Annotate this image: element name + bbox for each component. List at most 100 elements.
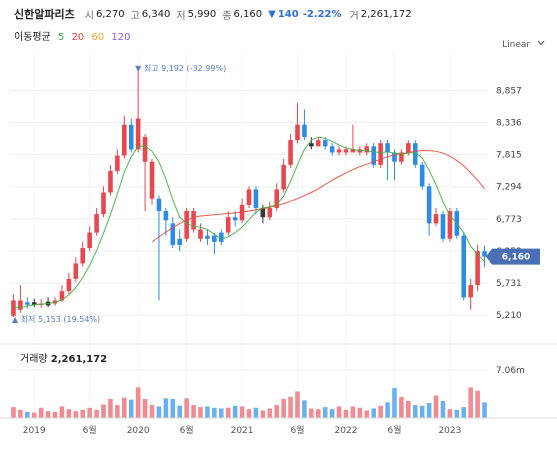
volume-bar bbox=[59, 406, 65, 418]
volume-bar bbox=[11, 407, 16, 418]
volume-bar bbox=[18, 409, 23, 418]
x-tick-label: 6월 bbox=[387, 424, 401, 436]
volume-bar bbox=[66, 409, 72, 418]
volume-bar bbox=[412, 405, 418, 418]
candle-body bbox=[73, 263, 79, 279]
candle-body bbox=[295, 124, 300, 141]
volume-bar bbox=[399, 396, 404, 418]
ma-5[interactable]: 5 bbox=[58, 32, 65, 43]
volume-bar bbox=[392, 388, 397, 418]
volume-bar bbox=[38, 407, 44, 418]
candle-body bbox=[260, 207, 266, 218]
candle-body bbox=[101, 192, 106, 215]
volume-bar bbox=[302, 400, 307, 418]
high-label: 고 bbox=[130, 10, 140, 22]
volume-bar bbox=[461, 407, 467, 418]
x-tick-label: 2023 bbox=[438, 426, 461, 436]
candle-body bbox=[191, 211, 196, 230]
candle-body bbox=[219, 232, 224, 242]
candle-body bbox=[322, 140, 328, 147]
candle-body bbox=[25, 302, 30, 305]
x-tick-label: 6월 bbox=[180, 424, 194, 436]
close-label: 종 bbox=[222, 10, 232, 22]
y-tick-label: 8,336 bbox=[496, 119, 522, 129]
candle-body bbox=[149, 161, 155, 199]
candle-body bbox=[419, 164, 425, 187]
volume-bar bbox=[364, 410, 370, 418]
candle-body bbox=[281, 164, 286, 190]
ma-120[interactable]: 120 bbox=[111, 32, 131, 43]
volume-axis-label: 7.06m bbox=[496, 366, 525, 376]
volume-bar bbox=[322, 407, 328, 418]
volume-bar bbox=[357, 407, 363, 418]
volume-panel-value: 2,261,172 bbox=[50, 354, 108, 365]
volume-bar bbox=[177, 405, 183, 418]
volume-bar bbox=[468, 387, 473, 418]
candle-body bbox=[142, 137, 148, 162]
candle-body bbox=[177, 238, 183, 245]
high-value: 6,340 bbox=[141, 8, 171, 20]
candle-body bbox=[156, 198, 162, 212]
change-value: 140 bbox=[277, 8, 299, 20]
volume-bar bbox=[315, 409, 321, 418]
candle-body bbox=[115, 155, 120, 171]
candle-body bbox=[246, 189, 252, 205]
volume-bar bbox=[191, 405, 196, 418]
candle-body bbox=[447, 211, 453, 239]
candle-body bbox=[392, 152, 397, 162]
volume-bar bbox=[371, 408, 376, 418]
change-percent: -2.22% bbox=[302, 8, 342, 20]
open-label: 시 bbox=[84, 10, 94, 22]
candle-body bbox=[108, 170, 113, 193]
ma20-line bbox=[151, 150, 485, 243]
volume-bar bbox=[433, 395, 439, 418]
candle-body bbox=[128, 124, 134, 150]
volume-bar bbox=[205, 406, 210, 418]
volume-bar bbox=[212, 407, 217, 418]
volume-bar bbox=[378, 405, 383, 418]
scale-select[interactable]: Linear bbox=[502, 40, 545, 50]
candle-body bbox=[163, 211, 169, 221]
candle-body bbox=[426, 186, 432, 224]
candle-body bbox=[482, 251, 487, 257]
y-tick-label: 5,210 bbox=[496, 311, 522, 321]
candle-body bbox=[267, 207, 273, 218]
candle-body bbox=[406, 143, 411, 153]
ma-20[interactable]: 20 bbox=[71, 32, 85, 43]
volume-bar bbox=[73, 411, 79, 418]
candle-body bbox=[87, 232, 92, 249]
candle-body bbox=[31, 302, 37, 305]
moving-average-legend[interactable]: 이동평균 5 20 60 120 bbox=[14, 28, 135, 43]
candle-body bbox=[461, 235, 467, 298]
candle-body bbox=[302, 124, 307, 138]
volume-bar bbox=[419, 405, 425, 418]
chevron-down-icon bbox=[537, 39, 545, 49]
candle-body bbox=[66, 278, 72, 292]
volume-panel-label: 거래량 bbox=[20, 354, 48, 365]
stock-header: 신한알파리츠 시 6,270 고 6,340 저 5,990 종 6,160 ▼… bbox=[0, 0, 557, 28]
volume-bar bbox=[219, 408, 224, 418]
candle-body bbox=[309, 143, 314, 147]
candle-body bbox=[122, 124, 127, 156]
candle-body bbox=[80, 248, 86, 264]
x-tick-label: 2019 bbox=[23, 426, 46, 436]
volume-bar bbox=[25, 411, 30, 418]
volume-bar bbox=[246, 409, 252, 418]
candle-body bbox=[253, 189, 259, 208]
ma-label: 이동평균 bbox=[14, 32, 51, 43]
volume-value: 2,261,172 bbox=[360, 8, 412, 20]
volume-bar bbox=[198, 407, 203, 418]
candle-body bbox=[274, 189, 279, 208]
volume-bar bbox=[232, 405, 238, 418]
candle-body bbox=[350, 149, 356, 153]
scale-label: Linear bbox=[502, 40, 531, 50]
candle-body bbox=[399, 152, 404, 162]
candle-body bbox=[315, 140, 321, 147]
candle-body bbox=[364, 146, 370, 153]
candle-body bbox=[385, 143, 390, 153]
ma-60[interactable]: 60 bbox=[91, 32, 105, 43]
volume-bar bbox=[309, 408, 314, 418]
volume-bar bbox=[135, 387, 141, 418]
volume-bar bbox=[239, 406, 245, 418]
